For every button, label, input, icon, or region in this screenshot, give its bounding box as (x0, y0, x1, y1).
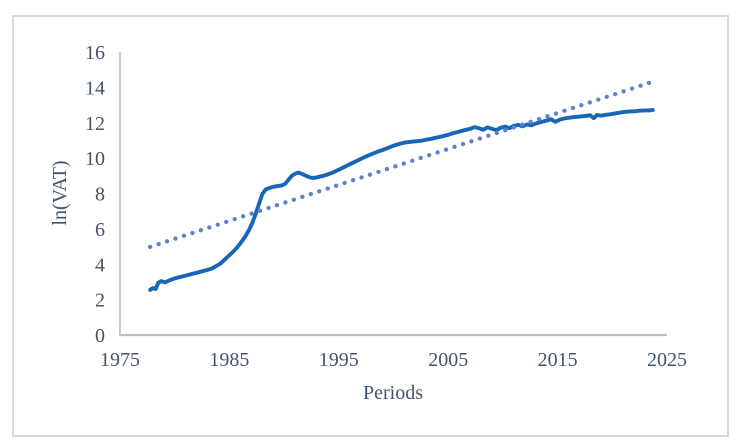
y-tick-label: 8 (95, 184, 105, 206)
x-tick-label: 1975 (100, 349, 140, 371)
y-tick-label: 12 (85, 113, 105, 135)
y-tick-label: 10 (85, 148, 105, 170)
x-tick-label: 1995 (319, 349, 359, 371)
x-tick-label: 2025 (647, 349, 687, 371)
x-tick-label: 1985 (209, 349, 249, 371)
linear-trendline (147, 79, 655, 250)
y-tick-label: 6 (95, 219, 105, 241)
x-tick-label: 2015 (538, 349, 578, 371)
y-tick-label: 2 (95, 290, 105, 312)
x-axis-title: Periods (363, 382, 423, 404)
y-tick-label: 16 (85, 42, 105, 64)
y-tick-label: 14 (85, 77, 105, 99)
x-tick-label: 2005 (428, 349, 468, 371)
y-tick-label: 0 (95, 325, 105, 347)
y-axis-title: ln(VAT) (49, 160, 71, 225)
y-tick-label: 4 (95, 254, 105, 276)
ln-vat-series (148, 108, 655, 292)
plot-area: 0 2 4 6 8 10 12 14 16 1975 1985 1995 2005 2015 2025 (85, 42, 687, 371)
chart-frame-border (12, 15, 729, 437)
